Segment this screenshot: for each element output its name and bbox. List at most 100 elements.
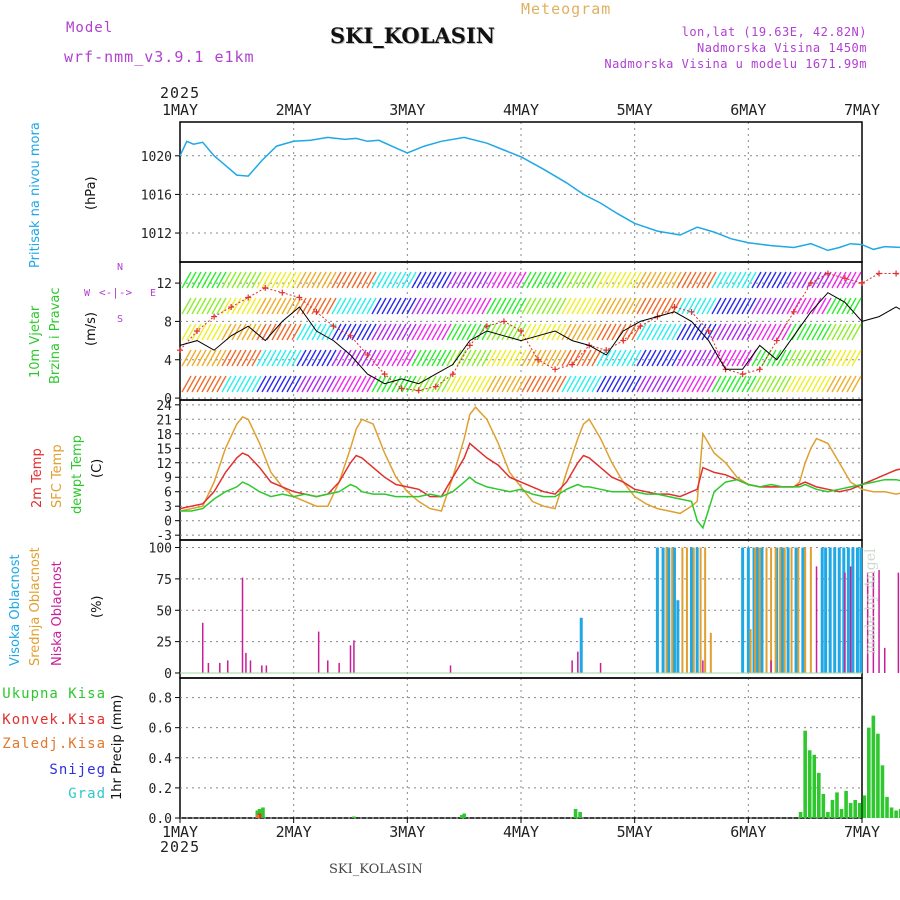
watermark: made by Angel [863,548,879,655]
wind-barb [821,323,832,341]
wind-barb [321,297,332,315]
wind-barb [511,349,522,367]
cloud-low-bar [219,662,221,673]
wind-barb [506,271,517,289]
wind-barb [796,271,807,289]
wind-barb [571,323,582,341]
x-tick-label-bottom: 6MAY [730,823,766,841]
cloud-low-bar [207,662,210,673]
wind-barb [336,349,347,367]
wind-barb [586,297,597,315]
wind-barb [321,323,332,341]
wind-barb [436,271,447,289]
wind-barb [806,349,817,367]
wind-barb [696,349,707,367]
wind-barb [236,323,247,341]
wind-barb [561,323,572,341]
wind-barb [711,323,722,341]
wind-gust-marker [228,304,235,311]
x-tick-label-top: 3MAY [389,101,425,119]
wind-barb [181,375,192,393]
wind-barb [581,297,592,315]
wind-barb [491,349,502,367]
wind-barb [836,349,847,367]
rain-bar [821,793,826,818]
wind-barb [381,271,392,289]
wind-gust-marker [569,361,576,368]
wind-barb [541,323,552,341]
wind-barb [556,271,567,289]
wind-barb [346,297,357,315]
wind-barb [681,271,692,289]
wind-barb [621,297,632,315]
wind-barb [241,297,252,315]
wind-barb [261,271,272,289]
wind-barb [581,271,592,289]
wind-barb [566,349,577,367]
wind-barb [316,271,327,289]
wind-barb [836,297,847,315]
wind-barb [826,297,837,315]
wind-barb [701,297,712,315]
wind-barb [301,271,312,289]
wind-barb [826,375,837,393]
wind-barb [731,349,742,367]
wind-gust-marker [211,313,218,320]
wind-barb [446,375,457,393]
cloud-high-bar [755,547,759,673]
wind-barb [501,375,512,393]
wind-barb [726,323,737,341]
wind-barb [686,375,697,393]
y-tick-label: 0.4 [149,752,173,767]
wind-barb [716,323,727,341]
y-tick-label: 6 [164,486,172,501]
wind-barb [446,349,457,367]
wind-barb [821,297,832,315]
y-tick-label: 1012 [141,227,172,242]
cloud-mid-bar [665,547,668,673]
wind-barb [246,271,257,289]
wind-barb [781,375,792,393]
sfc-temp-line [179,406,900,515]
wind-barb [311,271,322,289]
wind-barb [531,375,542,393]
cloud-low-bar [878,570,880,673]
wind-barb [491,323,502,341]
wind-barb [776,271,787,289]
wind-barb [681,349,692,367]
wind-barb [231,349,242,367]
wind-barb [556,297,567,315]
wind-barb [706,323,717,341]
wind-barb [851,271,862,289]
wind-barb [661,375,672,393]
wind-barb [401,375,412,393]
cloud-high-bar [837,547,841,673]
wind-barb [386,271,397,289]
wind-barb [841,349,852,367]
wind-barb [811,271,822,289]
wind-barb [831,375,842,393]
panel-frame [179,677,863,819]
sfc-title: SFC Temp [50,444,65,508]
wind-barb [256,375,267,393]
wind-barb [416,297,427,315]
wind-barb [751,375,762,393]
wind-barb [621,271,632,289]
wind-barb [451,271,462,289]
wind-barb [441,297,452,315]
wind-gust-marker [535,356,542,363]
x-tick-label-top: 2MAY [276,101,312,119]
wind-barb [536,271,547,289]
wind-title: 10m Vjetar [28,305,43,378]
wind-barb [251,323,262,341]
wind-gust-marker [518,328,524,334]
wind-barb [391,297,402,315]
wind-barb [211,349,222,367]
wind-barb [671,375,682,393]
wind-barb [356,323,367,341]
wind-barb [276,297,287,315]
wind-barb [206,297,217,315]
wind-barb [681,297,692,315]
dewpoint-line [180,476,900,530]
wind-barb [656,349,667,367]
